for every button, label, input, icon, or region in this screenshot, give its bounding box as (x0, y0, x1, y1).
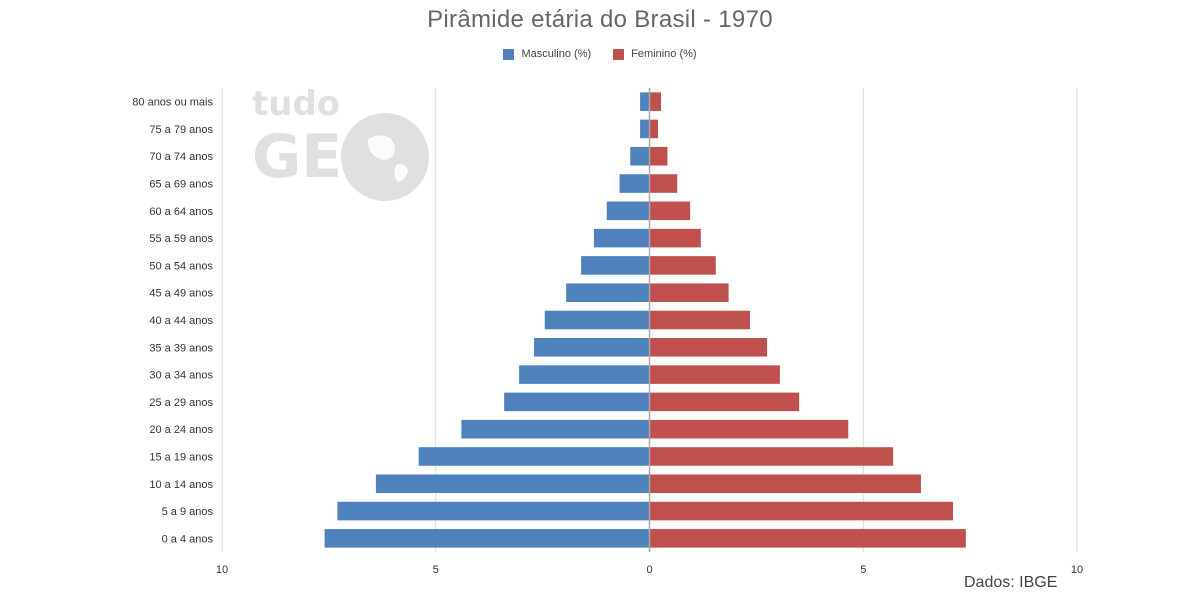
bar-male (630, 146, 650, 166)
category-label: 35 a 39 anos (149, 342, 213, 354)
category-label: 65 a 69 anos (149, 179, 213, 191)
x-tick-label: 0 (646, 564, 652, 576)
bar-male (504, 392, 650, 412)
bar-female (649, 92, 662, 111)
category-label: 15 a 19 anos (149, 451, 213, 463)
bar-female (649, 146, 668, 166)
category-label: 20 a 24 anos (149, 424, 213, 436)
legend-item-female: Feminino (%) (613, 48, 697, 60)
bar-female (649, 283, 729, 302)
bar-male (534, 338, 650, 357)
bar-female (649, 447, 894, 466)
bar-male (324, 529, 650, 548)
category-label: 45 a 49 anos (149, 288, 213, 300)
bar-male (418, 447, 650, 466)
bar-male (593, 228, 650, 248)
bar-female (649, 338, 768, 357)
category-label: 0 a 4 anos (162, 533, 214, 545)
chart-title: Pirâmide etária do Brasil - 1970 (427, 6, 773, 33)
bar-female (649, 256, 716, 275)
bar-male (337, 501, 650, 521)
watermark-text-tudo: tudo (252, 84, 341, 124)
category-label: 55 a 59 anos (149, 233, 213, 245)
category-label: 5 a 9 anos (162, 506, 214, 518)
bar-female (649, 501, 954, 521)
bar-female (649, 365, 780, 384)
category-label: 10 a 14 anos (149, 479, 213, 491)
bar-male (544, 310, 650, 330)
bar-female (649, 529, 966, 548)
watermark-logo: tudo GE (252, 84, 432, 204)
bar-male (566, 283, 650, 302)
legend-swatch-male (503, 48, 515, 60)
bar-male (640, 92, 650, 111)
legend-swatch-female (613, 48, 625, 60)
legend-item-male: Masculino (%) (503, 48, 591, 60)
bar-female (649, 310, 750, 330)
category-label: 70 a 74 anos (149, 151, 213, 163)
bar-female (649, 201, 691, 221)
category-label: 40 a 44 anos (149, 315, 213, 327)
bar-male (581, 256, 650, 275)
category-label: 75 a 79 anos (149, 124, 213, 136)
x-tick-label: 10 (1071, 564, 1083, 576)
legend: Masculino (%) Feminino (%) (0, 48, 1200, 60)
category-label: 60 a 64 anos (149, 206, 213, 218)
bar-female (649, 119, 659, 139)
bar-female (649, 419, 849, 439)
bar-male (375, 474, 650, 494)
bar-male (461, 419, 650, 439)
x-tick-label: 10 (216, 564, 228, 576)
globe-icon (341, 113, 430, 201)
bar-male (519, 365, 650, 384)
x-tick-label: 5 (433, 564, 439, 576)
source-note: Dados: IBGE (964, 574, 1058, 591)
bar-female (649, 392, 800, 412)
legend-label-female: Feminino (%) (631, 48, 697, 60)
category-label: 50 a 54 anos (149, 260, 213, 272)
bar-female (649, 474, 921, 494)
bar-female (649, 174, 678, 193)
bar-male (606, 201, 650, 221)
category-label: 25 a 29 anos (149, 397, 213, 409)
legend-label-male: Masculino (%) (521, 48, 592, 60)
bar-female (649, 228, 701, 248)
x-tick-label: 5 (860, 564, 866, 576)
bar-male (640, 119, 650, 139)
category-label: 30 a 34 anos (149, 370, 213, 382)
category-label: 80 anos ou mais (132, 97, 213, 109)
bar-male (619, 174, 650, 193)
watermark-text-geo: GE (252, 122, 343, 192)
